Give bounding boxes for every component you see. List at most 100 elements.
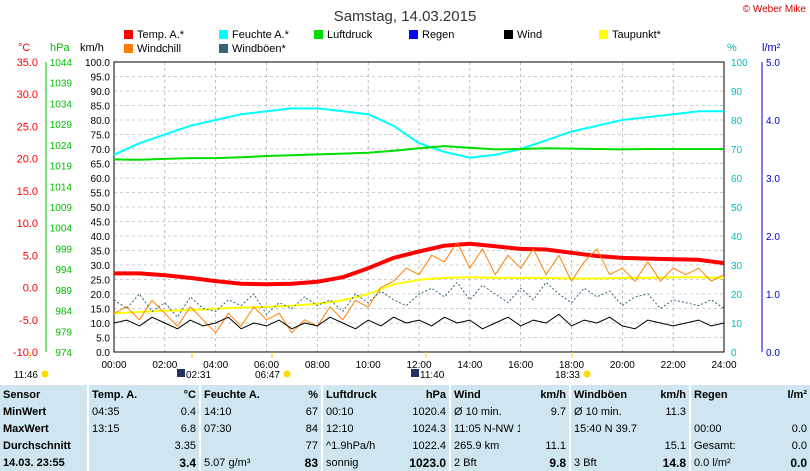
humidity-tick: 0 — [731, 348, 737, 359]
legend-label: Windböen* — [232, 43, 287, 55]
sun-icon — [283, 370, 291, 378]
series-line-3 — [113, 276, 725, 315]
row-label: Durchschnitt — [3, 439, 71, 452]
wind-tick: 5.0 — [96, 334, 110, 345]
temperature-tick: 35.0 — [17, 57, 38, 69]
x-tick: 18:00 — [559, 360, 584, 371]
x-tick: 04:00 — [203, 360, 228, 371]
row-label: 14.03. 23:55 — [3, 456, 65, 469]
series-line-2 — [113, 145, 724, 161]
temperature-tick: 10.0 — [17, 218, 38, 230]
legend-swatch — [504, 30, 513, 39]
table-cell: 67 — [305, 406, 318, 419]
pressure-tick: 999 — [55, 244, 72, 255]
legend: Temp. A.* Feuchte A.* Luftdruck Regen Wind Ta… — [124, 29, 662, 55]
table-cell: Gesamt: — [689, 437, 760, 455]
wind-tick: 80.0 — [91, 116, 111, 127]
pressure-tick: 974 — [55, 348, 72, 359]
unit-pressure: hPa — [50, 42, 70, 54]
table-header: Sensor Temp. A. °C Feuchte A.% Luftdruck hPa W… — [0, 385, 810, 405]
wind-tick: 55.0 — [91, 189, 111, 200]
legend-label: Temp. A.* — [137, 29, 185, 41]
series — [113, 107, 725, 334]
legend-swatch — [219, 30, 228, 39]
copyright: © Weber Mike — [743, 4, 807, 15]
moon-icon — [177, 369, 185, 377]
x-tick: 02:00 — [152, 360, 177, 371]
table-header-cell: Regen — [689, 385, 760, 405]
humidity-tick: 80 — [731, 116, 743, 127]
table-cell: 14.8 — [662, 455, 686, 470]
series-line-6 — [113, 281, 725, 318]
table-cell: sonnig — [321, 454, 390, 471]
table-header-cell: Feuchte A. — [199, 385, 270, 405]
table-cell: 11:05 N-NW 15.6 — [449, 420, 520, 438]
x-tick: 10:00 — [356, 360, 381, 371]
unit-wind: km/h — [80, 42, 104, 54]
sun-icon — [583, 370, 591, 378]
legend-swatch — [124, 30, 133, 39]
pressure-tick: 994 — [55, 265, 72, 276]
table-cell: 00:00 — [689, 420, 760, 438]
temperature-tick: -5.0 — [19, 315, 38, 327]
table-cell: 83 — [304, 455, 318, 470]
rain-tick: 2.0 — [766, 232, 780, 243]
legend-label: Wind — [517, 29, 542, 41]
table-cell: 1023.0 — [409, 455, 446, 470]
table-row: Durchschnitt 3.35 77 ^1.9hPa/h 1022.4 265.9 k… — [0, 437, 810, 455]
pressure-tick: 1039 — [50, 79, 73, 90]
table-cell: 1020.4 — [412, 406, 446, 419]
humidity-tick: 100 — [731, 58, 748, 69]
table-cell: Ø 10 min. — [449, 404, 520, 421]
sun-icon — [41, 370, 49, 378]
humidity-tick: 30 — [731, 261, 743, 272]
table-cell — [520, 421, 570, 438]
time-marker-label: 02:31 — [186, 370, 211, 381]
wind-tick: 45.0 — [91, 218, 111, 229]
x-tick: 22:00 — [661, 360, 686, 371]
table-cell: 13:15 — [87, 420, 160, 438]
table-header-cell: Windböen — [569, 385, 640, 405]
wind-tick: 30.0 — [91, 261, 111, 272]
table-header-cell: km/h — [540, 388, 566, 401]
pressure-tick: 1029 — [50, 120, 73, 131]
wind-tick: 95.0 — [91, 73, 111, 84]
legend-label: Luftdruck — [327, 29, 373, 41]
table-cell: 11.3 — [665, 406, 686, 419]
table-cell — [87, 437, 160, 455]
wind-tick: 0.0 — [96, 348, 110, 359]
legend-swatch — [219, 44, 228, 53]
rain-tick: 4.0 — [766, 116, 780, 127]
table-header-cell: Sensor — [3, 388, 41, 401]
temperature-tick: 5.0 — [23, 250, 38, 262]
pressure-tick: 989 — [55, 286, 72, 297]
table-header-cell: Temp. A. — [87, 385, 160, 405]
x-tick: 16:00 — [508, 360, 533, 371]
moon-icon — [411, 369, 419, 377]
pressure-tick: 1014 — [50, 182, 73, 193]
wind-tick: 20.0 — [91, 290, 111, 301]
wind-tick: 35.0 — [91, 247, 111, 258]
x-tick: 12:00 — [406, 360, 431, 371]
wind-tick: 40.0 — [91, 232, 111, 243]
time-marker-label: 11:40 — [420, 370, 445, 381]
wind-tick: 85.0 — [91, 102, 111, 113]
table-cell: 6.8 — [180, 423, 196, 436]
pressure-tick: 1034 — [50, 99, 73, 110]
unit-rain: l/m² — [762, 42, 781, 54]
wind-tick: 60.0 — [91, 174, 111, 185]
weather-chart: Samstag, 14.03.2015 © Weber Mike Temp. A… — [13, 4, 807, 381]
wind-tick: 25.0 — [91, 276, 111, 287]
table-header-cell: °C — [183, 388, 196, 401]
table-cell: 0.0 — [791, 439, 807, 452]
wind-tick: 90.0 — [91, 87, 111, 98]
legend-label: Regen — [422, 29, 454, 41]
table-header-cell: Wind — [449, 385, 520, 405]
time-markers: 11:46 02:31 06:47 11:40 18:33 — [14, 352, 591, 381]
wind-tick: 50.0 — [91, 203, 111, 214]
legend-swatch — [409, 30, 418, 39]
pressure-tick: 1044 — [50, 58, 73, 69]
table-cell: 14:10 — [199, 404, 270, 421]
table-cell: 77 — [305, 439, 318, 452]
table-cell: 15.1 — [664, 439, 686, 452]
